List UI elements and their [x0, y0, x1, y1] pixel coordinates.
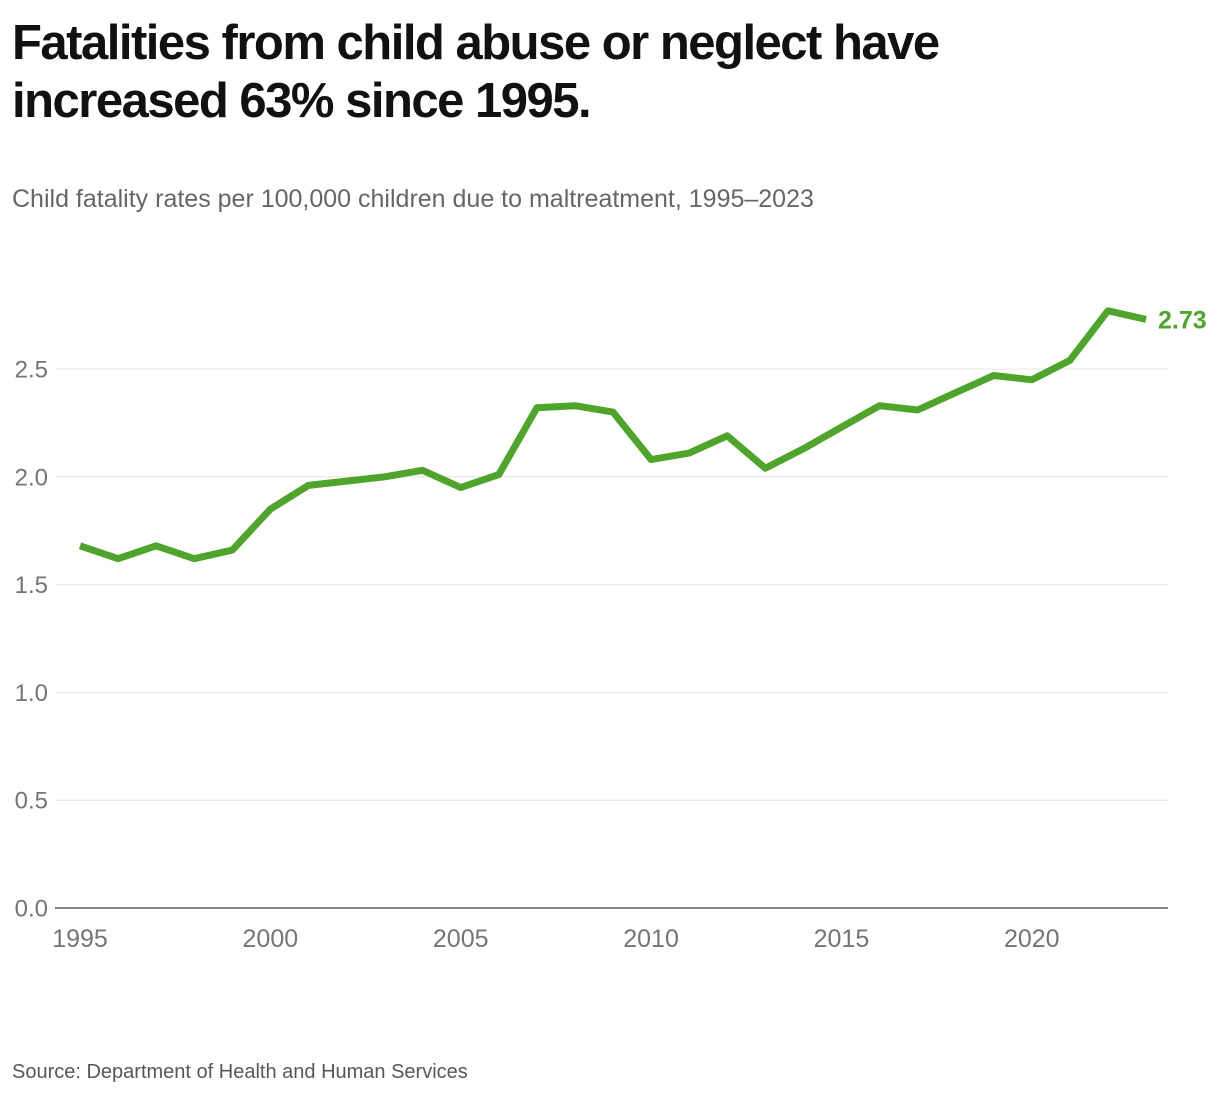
- line-chart: 0.0 0.5 1.0 1.5 2.0 2.5 1995 2000 2005 2010 2015 20…: [0, 270, 1220, 965]
- x-axis-tick-label: 2005: [433, 925, 489, 953]
- x-axis-tick-label: 2010: [623, 925, 679, 953]
- x-axis-tick-label: 2015: [814, 925, 870, 953]
- y-axis-tick-label: 0.0: [15, 896, 48, 923]
- line-chart-canvas: 0.0 0.5 1.0 1.5 2.0 2.5 1995 2000 2005 2010 2015 20…: [15, 306, 1207, 953]
- x-axis-tick-label: 2020: [1004, 925, 1060, 953]
- chart-subtitle: Child fatality rates per 100,000 childre…: [12, 185, 814, 213]
- y-axis-tick-label: 1.0: [15, 680, 48, 707]
- chart-title: Fatalities from child abuse or neglect h…: [12, 16, 940, 128]
- y-axis-tick-label: 2.5: [15, 357, 48, 384]
- trend-line: [78, 307, 1147, 563]
- source-note: Source: Department of Health and Human S…: [12, 1061, 468, 1083]
- y-axis-tick-label: 1.5: [15, 572, 48, 599]
- x-axis-tick-label: 2000: [243, 925, 299, 953]
- x-axis-tick-label: 1995: [52, 925, 108, 953]
- end-value-label: 2.73: [1158, 306, 1207, 334]
- y-axis-tick-label: 2.0: [15, 464, 48, 491]
- y-axis-tick-label: 0.5: [15, 788, 48, 815]
